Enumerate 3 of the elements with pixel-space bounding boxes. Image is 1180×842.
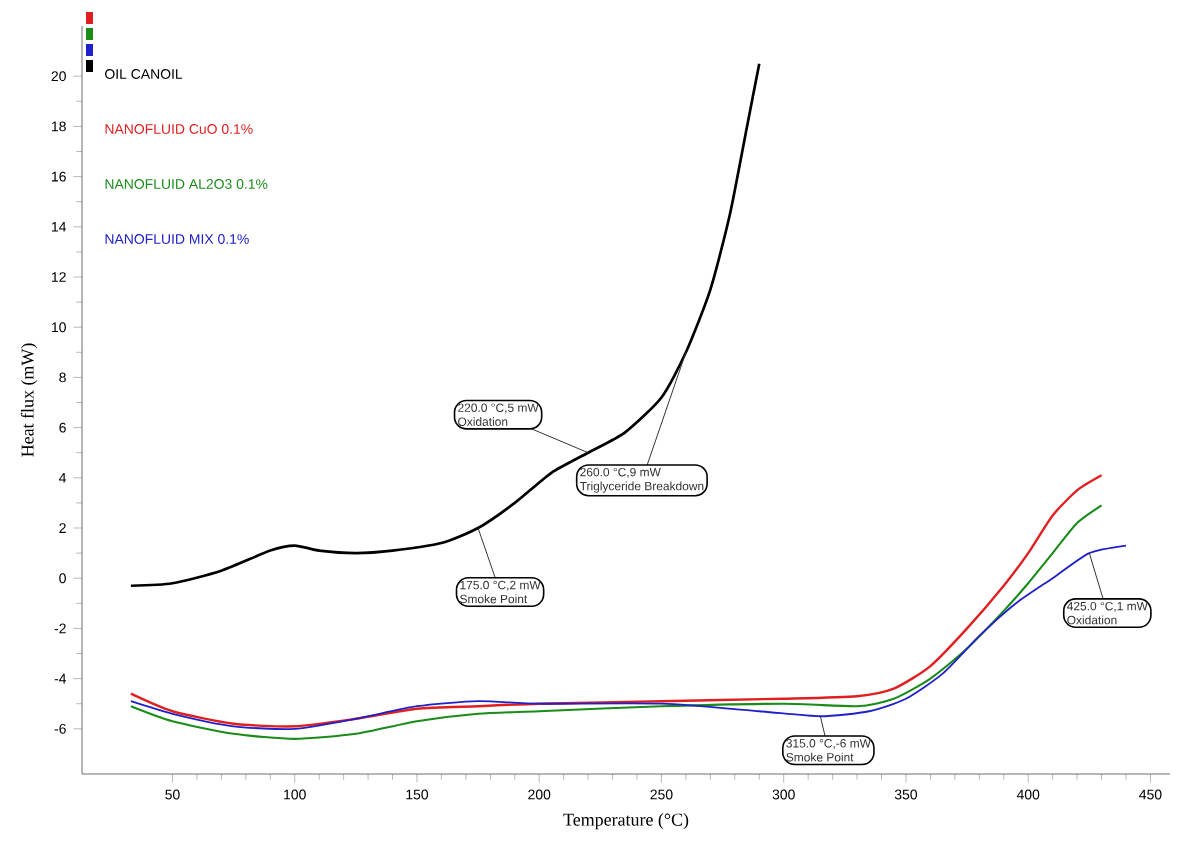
line-series [130,544,1127,730]
x-axis-title: Temperature (°C) [563,813,689,830]
y-axis-title: Heat flux (mW) [20,343,38,457]
